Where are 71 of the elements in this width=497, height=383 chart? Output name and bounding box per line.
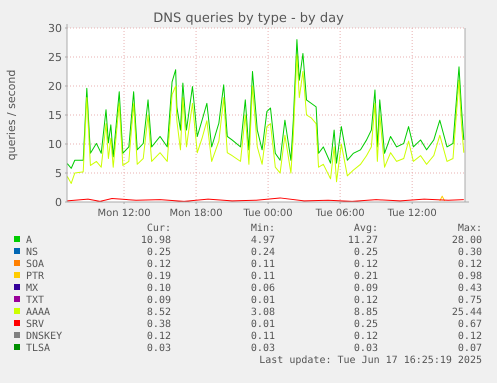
text: 28.00 [452, 235, 482, 246]
legend-label: TLSA [26, 343, 50, 354]
y-tick-label: 0 [55, 196, 62, 209]
text: 0.12 [354, 331, 378, 342]
legend-label: AAAA [26, 307, 50, 318]
text: 0.03 [250, 343, 275, 354]
legend-label: SRV [26, 319, 44, 330]
legend-label: A [26, 235, 32, 246]
text: 0.43 [458, 283, 482, 294]
legend-label: SOA [26, 259, 44, 270]
text: 0.03 [354, 343, 378, 354]
legend-label: PTR [26, 271, 46, 282]
text: 25.44 [452, 307, 482, 318]
text: 8.52 [146, 307, 171, 318]
text: 0.30 [458, 247, 482, 258]
text: 0.12 [146, 259, 171, 270]
y-tick-label: 30 [48, 22, 62, 35]
text: 0.01 [250, 295, 275, 306]
text: 0.12 [458, 259, 482, 270]
x-tick-label: Tue 12:00 [386, 208, 437, 219]
text: 0.12 [458, 331, 482, 342]
text: 0.06 [250, 283, 275, 294]
text: 0.09 [146, 295, 171, 306]
text: 0.25 [354, 247, 378, 258]
text: 3.08 [250, 307, 275, 318]
text: 8.85 [354, 307, 378, 318]
text: Max: [458, 223, 482, 234]
y-tick-label: 10 [48, 138, 62, 151]
text: 0.67 [458, 319, 482, 330]
text: 0.19 [146, 271, 171, 282]
text: 0.25 [146, 247, 171, 258]
text: 0.09 [354, 283, 378, 294]
y-tick-label: 15 [48, 109, 62, 122]
text: 0.10 [146, 283, 171, 294]
text: 0.21 [354, 271, 378, 282]
text: 0.11 [250, 259, 275, 270]
text: Avg: [354, 223, 378, 234]
y-tick-label: 5 [55, 167, 62, 180]
text: 11.27 [348, 235, 378, 246]
text: 4.97 [250, 235, 275, 246]
legend-label: DNSKEY [26, 331, 62, 342]
text: 0.11 [250, 331, 275, 342]
text: Last update: Tue Jun 17 16:25:19 2025 [259, 355, 482, 366]
legend-label: TXT [26, 295, 44, 306]
text: 0.12 [146, 331, 171, 342]
y-tick-label: 25 [48, 51, 62, 64]
text: 0.38 [146, 319, 171, 330]
text: Cur: [146, 223, 171, 234]
text: 0.03 [146, 343, 171, 354]
x-tick-label: Mon 12:00 [97, 208, 151, 219]
line-series [66, 39, 464, 169]
text: 0.24 [250, 247, 275, 258]
text: 0.11 [250, 271, 275, 282]
text: 0.12 [354, 259, 378, 270]
x-tick-label: Tue 06:00 [314, 208, 365, 219]
text: 0.25 [354, 319, 378, 330]
text: Min: [250, 223, 275, 234]
text: 0.98 [458, 271, 482, 282]
chart-title: DNS queries by type - by day [153, 11, 344, 26]
text: 0.07 [458, 343, 482, 354]
y-axis-title: queries / second [5, 70, 18, 160]
text: 0.12 [354, 295, 378, 306]
y-tick-label: 20 [48, 80, 62, 93]
text: 0.01 [250, 319, 275, 330]
x-tick-label: Mon 18:00 [170, 208, 223, 219]
legend-label: NS [26, 247, 38, 258]
x-tick-label: Tue 00:00 [242, 208, 293, 219]
line-series [66, 54, 464, 184]
text: 10.98 [140, 235, 171, 246]
text: 0.75 [458, 295, 482, 306]
legend-label: MX [26, 283, 38, 294]
